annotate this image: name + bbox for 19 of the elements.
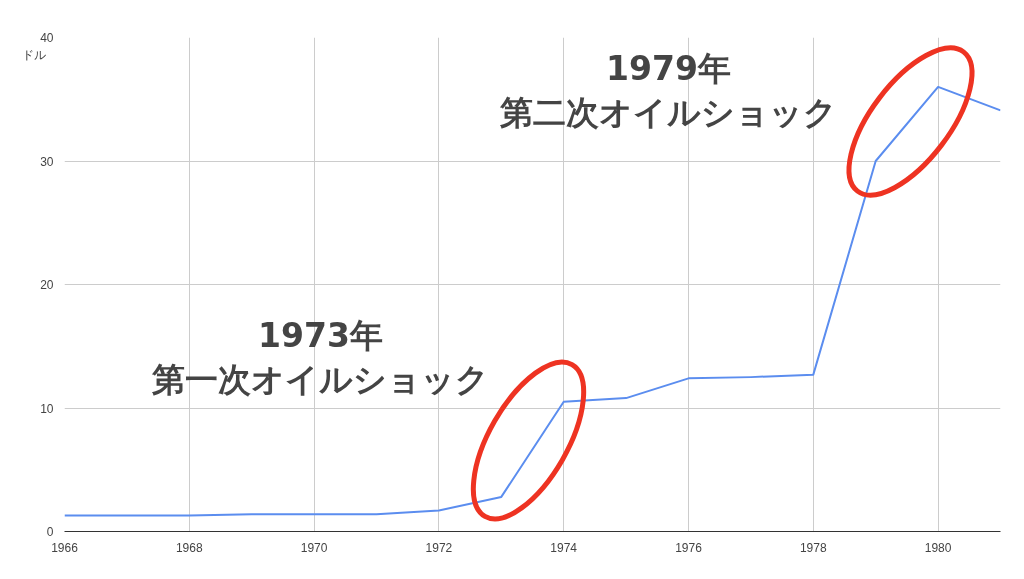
line-series	[64, 85, 1001, 517]
annotation: 第一次オイルショック	[151, 360, 489, 399]
y-tick-label: 40	[40, 31, 54, 45]
y-tick-label: 20	[40, 278, 54, 292]
x-tick-label: 1966	[51, 540, 79, 555]
annotation: 1973年	[258, 316, 383, 355]
x-tick-label: 1980	[924, 540, 952, 555]
x-tick-label: 1976	[675, 540, 703, 555]
x-tick-label: 1970	[300, 540, 328, 555]
y-axis-title: ドル	[21, 47, 46, 62]
y-tick-label: 30	[40, 154, 54, 169]
annotation: 第二次オイルショック	[499, 93, 837, 132]
x-tick-label: 1974	[550, 540, 578, 555]
x-tick-label: 1968	[175, 540, 203, 555]
annotation: 1979年	[606, 49, 731, 88]
x-tick-label: 1972	[425, 540, 453, 555]
x-tick-label: 1978	[799, 540, 827, 555]
y-tick-label: 10	[40, 401, 54, 416]
y-tick-label: 0	[46, 525, 54, 539]
